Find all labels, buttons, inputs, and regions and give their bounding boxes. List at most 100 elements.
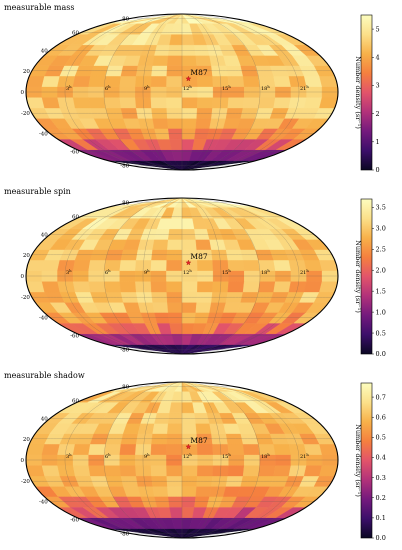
heat-cell — [166, 259, 183, 271]
heat-cell — [181, 34, 195, 46]
lat-tick-label: 0 — [21, 90, 25, 96]
heat-cell — [41, 75, 61, 87]
heat-cell — [181, 128, 197, 140]
heat-cell — [273, 259, 292, 271]
heat-cell — [154, 496, 170, 508]
heat-cell — [103, 465, 122, 477]
heat-cell — [167, 118, 183, 129]
colorbar-tick-label: 5 — [376, 25, 380, 33]
ra-tick-label: 6h — [105, 269, 111, 276]
ra-tick-label: 6h — [105, 453, 111, 460]
heat-cell — [167, 486, 183, 497]
meridian-line — [181, 13, 261, 171]
heat-cell — [166, 97, 183, 109]
colorbar-tick-label: 0.6 — [376, 413, 386, 421]
colorbar-tick-label: 3.0 — [376, 225, 386, 233]
colorbar-tick-label: 2.5 — [376, 245, 386, 253]
ra-tick-label: 15h — [222, 453, 231, 460]
heat-cell — [288, 281, 307, 293]
heat-cell — [88, 443, 106, 455]
lat-tick-label: 80 — [122, 200, 129, 206]
heat-cell — [88, 259, 106, 271]
heat-cell — [181, 423, 197, 434]
heat-cell — [152, 239, 169, 250]
colorbar-label: Number density (sr⁻¹) — [354, 56, 362, 129]
lat-tick-label: 40 — [41, 233, 48, 239]
heat-cell — [169, 506, 183, 519]
heat-cell — [258, 281, 276, 293]
panel-measurable-shadow: measurable shadow -80 -60 -40 -20 0 20 40 60 80 3h… — [0, 368, 402, 550]
heat-cell — [169, 138, 183, 151]
heat-cell — [273, 97, 292, 109]
ra-tick-label: 18h — [261, 85, 270, 92]
meridian-line — [103, 197, 183, 355]
heat-cell — [167, 44, 183, 56]
lat-tick-label: -80 — [120, 532, 129, 538]
meridian-line — [181, 381, 261, 539]
colorbar-tick-label: 3.5 — [376, 204, 386, 212]
heat-cell — [166, 75, 183, 87]
heat-cell — [181, 138, 195, 151]
heat-cell — [181, 218, 195, 230]
colorbar-tick-label: 0.1 — [376, 514, 386, 522]
ra-tick-label: 9h — [144, 269, 150, 276]
meridian-line — [181, 381, 222, 539]
heat-cell — [169, 322, 183, 335]
heat-cell — [150, 75, 167, 87]
heat-cell — [303, 281, 323, 293]
colorbar-tick-label: 0.4 — [376, 454, 386, 462]
heat-cell — [103, 97, 122, 109]
lat-tick-label: -20 — [21, 479, 30, 485]
heat-cell — [195, 55, 212, 66]
heat-cell — [41, 97, 61, 109]
panel-measurable-mass: measurable mass -80 -60 -40 -20 0 20 40 60 80 3h 6h… — [0, 0, 402, 182]
colorbar-tick-label: 1.5 — [376, 287, 386, 295]
ra-tick-label: 9h — [144, 85, 150, 92]
colorbar-label: Number density (sr⁻¹) — [354, 240, 362, 313]
heat-cell — [181, 465, 198, 477]
colorbar-tick-label: 0 — [376, 166, 380, 174]
heat-cell — [258, 465, 276, 477]
heat-cell — [152, 302, 169, 313]
colorbar-tick-label: 0.0 — [376, 534, 386, 542]
heat-cell — [181, 402, 195, 414]
heat-cell — [197, 75, 214, 87]
sky-map-spin: measurable spin -80 -60 -40 -20 0 20 40 60 80 3h 6h… — [4, 187, 386, 358]
ra-tick-label: 18h — [261, 269, 270, 276]
lat-tick-label: 80 — [122, 384, 129, 390]
lat-tick-label: -40 — [39, 499, 48, 505]
heat-cell — [72, 97, 91, 109]
heat-cell — [150, 97, 167, 109]
heat-cell — [181, 239, 197, 250]
colorbar — [360, 14, 373, 171]
heat-cell — [273, 465, 292, 477]
heat-cell — [72, 443, 91, 455]
heat-cell — [88, 97, 106, 109]
heat-cell — [41, 259, 61, 271]
heat-cell — [242, 97, 261, 109]
heat-cell — [227, 97, 245, 109]
heat-cell — [150, 281, 167, 293]
heat-cell — [303, 465, 323, 477]
heat-cell — [197, 465, 214, 477]
heat-cell — [57, 97, 76, 109]
colorbar-tick-label: 2 — [376, 110, 380, 118]
lat-tick-label: -60 — [70, 517, 79, 523]
heat-cell — [154, 44, 170, 56]
heat-cell — [57, 465, 76, 477]
heat-cell — [103, 281, 122, 293]
heat-cell — [288, 97, 307, 109]
heat-cell — [119, 75, 137, 87]
lat-tick-label: -20 — [21, 295, 30, 301]
heat-cell — [181, 302, 197, 313]
lat-tick-label: -40 — [39, 131, 48, 137]
heat-cell — [195, 118, 212, 129]
lat-tick-label: 60 — [72, 31, 79, 37]
heat-cell — [181, 412, 197, 424]
colorbar-tick-label: 0.7 — [376, 393, 386, 401]
panel-measurable-spin: measurable spin -80 -60 -40 -20 0 20 40 60 80 3h 6h… — [0, 184, 402, 366]
heat-cell — [195, 486, 212, 497]
colorbar-tick-label: 4 — [376, 53, 380, 61]
ra-tick-label: 21h — [300, 85, 309, 92]
ra-tick-label: 3h — [66, 269, 72, 276]
